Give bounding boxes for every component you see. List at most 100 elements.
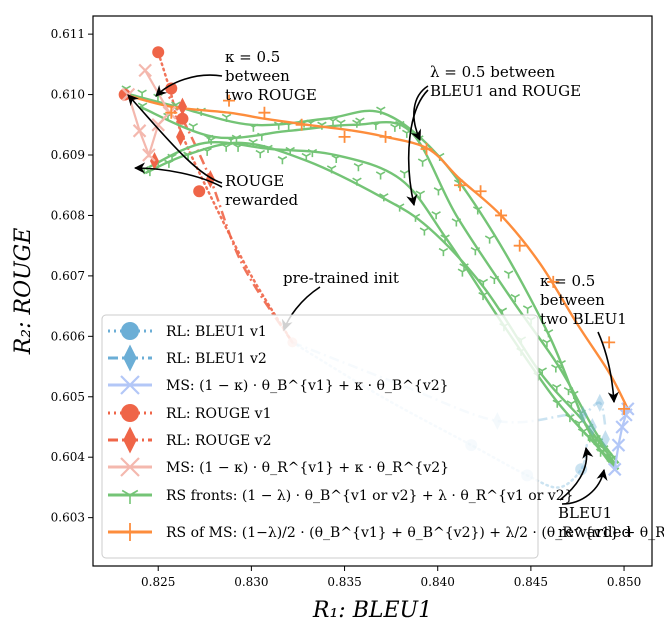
rs-front-marker — [537, 367, 547, 376]
legend-label-2: MS: (1 − κ) · θ_B^{v1} + κ · θ_B^{v2} — [166, 378, 449, 394]
rs-front-marker — [326, 165, 337, 174]
legend-marker-2 — [120, 375, 140, 395]
point-rl-rouge-v2-0 — [177, 97, 187, 116]
x-axis-label: R₁: BLEU1 — [312, 598, 432, 623]
legend-marker-1 — [123, 344, 137, 372]
rs-front-marker — [489, 275, 500, 284]
legend: RL: BLEU1 v1 RL: BLEU1 v2 MS: (1 − κ) · θ_… — [101, 314, 664, 559]
legend-label-4: RL: ROUGE v2 — [166, 433, 272, 449]
legend-marker-4 — [123, 426, 137, 454]
rs-front-marker — [552, 383, 562, 393]
y-tick-label: 0.606 — [51, 329, 85, 343]
rs-front-marker — [394, 203, 405, 212]
rs-front-marker — [470, 247, 481, 256]
rs-front-marker — [255, 149, 265, 159]
annot-bleu-rewarded-line-1: rewarded — [558, 523, 631, 541]
rs-front-marker — [379, 193, 389, 202]
rs-front-marker — [390, 123, 400, 132]
point-ms-rouge-2 — [142, 148, 156, 162]
rs-front-marker — [328, 117, 338, 126]
point-rs-of-ms-13 — [618, 402, 631, 415]
ms-bleu-line — [613, 408, 629, 470]
point-rl-rouge-v1-0 — [152, 46, 165, 59]
rs-front-marker — [595, 448, 606, 457]
rs-front-marker — [478, 278, 489, 287]
point-ms-bleu-1 — [611, 438, 626, 452]
point-rl-rouge-v1-3 — [193, 185, 206, 198]
rs-front-marker — [574, 419, 584, 428]
rs-front-marker — [137, 102, 148, 111]
x-tick-label: 0.830 — [234, 575, 268, 589]
point-ms-bleu-0 — [607, 462, 622, 477]
point-rl-rouge-v1-1 — [165, 82, 178, 95]
annot-kappa-bleu-line-0: κ = 0.5 — [540, 272, 595, 290]
rs-front-2 — [139, 105, 620, 464]
rs-front-marker — [566, 400, 577, 409]
x-tick-label: 0.835 — [327, 575, 361, 589]
point-rl-rouge-v1-2 — [176, 112, 189, 125]
point-rs-of-ms-7 — [454, 179, 467, 192]
rs-front-marker — [563, 386, 574, 396]
annot-bleu-rewarded-line-0: BLEU1 — [558, 504, 612, 522]
rs-front-marker — [438, 247, 449, 257]
rs-front-marker — [556, 359, 566, 369]
rs-front-marker — [542, 339, 552, 348]
point-ms-rouge-3 — [151, 118, 165, 132]
legend-box — [101, 314, 539, 559]
rs-front-marker — [307, 148, 318, 158]
rs-front-marker — [484, 235, 495, 244]
y-tick-label: 0.604 — [51, 450, 86, 464]
annot-kappa-rouge-line-0: κ = 0.5 — [225, 48, 280, 66]
point-ms-bleu-2 — [615, 420, 629, 434]
rs-front-marker — [585, 434, 595, 443]
annot-kappa-rouge-line-1: between — [225, 67, 290, 85]
arrow-lambda-2 — [406, 89, 429, 207]
point-rs-of-ms-8 — [474, 185, 487, 198]
legend-label-7: RS of MS: (1−λ)/2 · (θ_B^{v1} + θ_B^{v2}… — [166, 525, 664, 541]
rs-front-3 — [148, 141, 620, 471]
rs-front-marker — [577, 428, 588, 437]
annot-kappa-bleu-line-1: between — [540, 291, 605, 309]
y-tick-label: 0.603 — [51, 511, 85, 525]
rs-front-marker — [410, 213, 421, 222]
rs-front-marker — [248, 123, 259, 132]
annot-kappa-bleu-line-2: two BLEU1 — [540, 310, 627, 328]
legend-label-0: RL: BLEU1 v1 — [166, 324, 267, 340]
arrow-rouge-rewarded-2 — [133, 162, 223, 188]
arrow-kappa-rouge — [155, 74, 223, 97]
point-rs-of-ms-4 — [338, 130, 351, 143]
y-tick-label: 0.611 — [51, 27, 85, 41]
rs-front-marker — [277, 156, 288, 165]
rs-front-marker — [352, 177, 362, 186]
plot-frame — [92, 15, 653, 567]
legend-marker-7 — [121, 523, 139, 541]
rs-front-marker — [431, 211, 441, 220]
arrow-kappa-bleu — [597, 331, 619, 404]
legend-marker-5 — [120, 457, 140, 477]
x-tick-label: 0.850 — [607, 575, 641, 589]
point-rs-of-ms-12 — [603, 336, 616, 349]
point-ms-rouge-5 — [138, 63, 152, 78]
rs-front-marker — [551, 364, 561, 373]
rs-front-marker — [221, 113, 232, 122]
annot-kappa-rouge-line-2: two ROUGE — [225, 86, 317, 104]
rs-front-marker — [273, 121, 284, 130]
rs-front-marker — [375, 171, 386, 180]
arrow-bleu-rewarded-2 — [561, 468, 608, 505]
rs-front-marker — [510, 293, 520, 303]
annot-pretrained-line-0: pre-trained init — [283, 269, 399, 287]
point-rs-of-ms-1 — [223, 94, 236, 107]
point-rl-bleu1-v2-1 — [578, 405, 588, 424]
legend-marker-6 — [121, 489, 139, 504]
rs-front-marker — [188, 123, 199, 132]
rs-front-marker — [221, 143, 231, 152]
rs-front-marker — [415, 190, 426, 199]
point-rs-of-ms-0 — [165, 106, 178, 119]
legend-marker-3 — [121, 404, 139, 422]
y-tick-label: 0.607 — [51, 269, 85, 283]
rs-front-marker — [399, 169, 410, 179]
point-rs-of-ms-9 — [495, 209, 508, 222]
legend-marker-0 — [121, 322, 139, 340]
